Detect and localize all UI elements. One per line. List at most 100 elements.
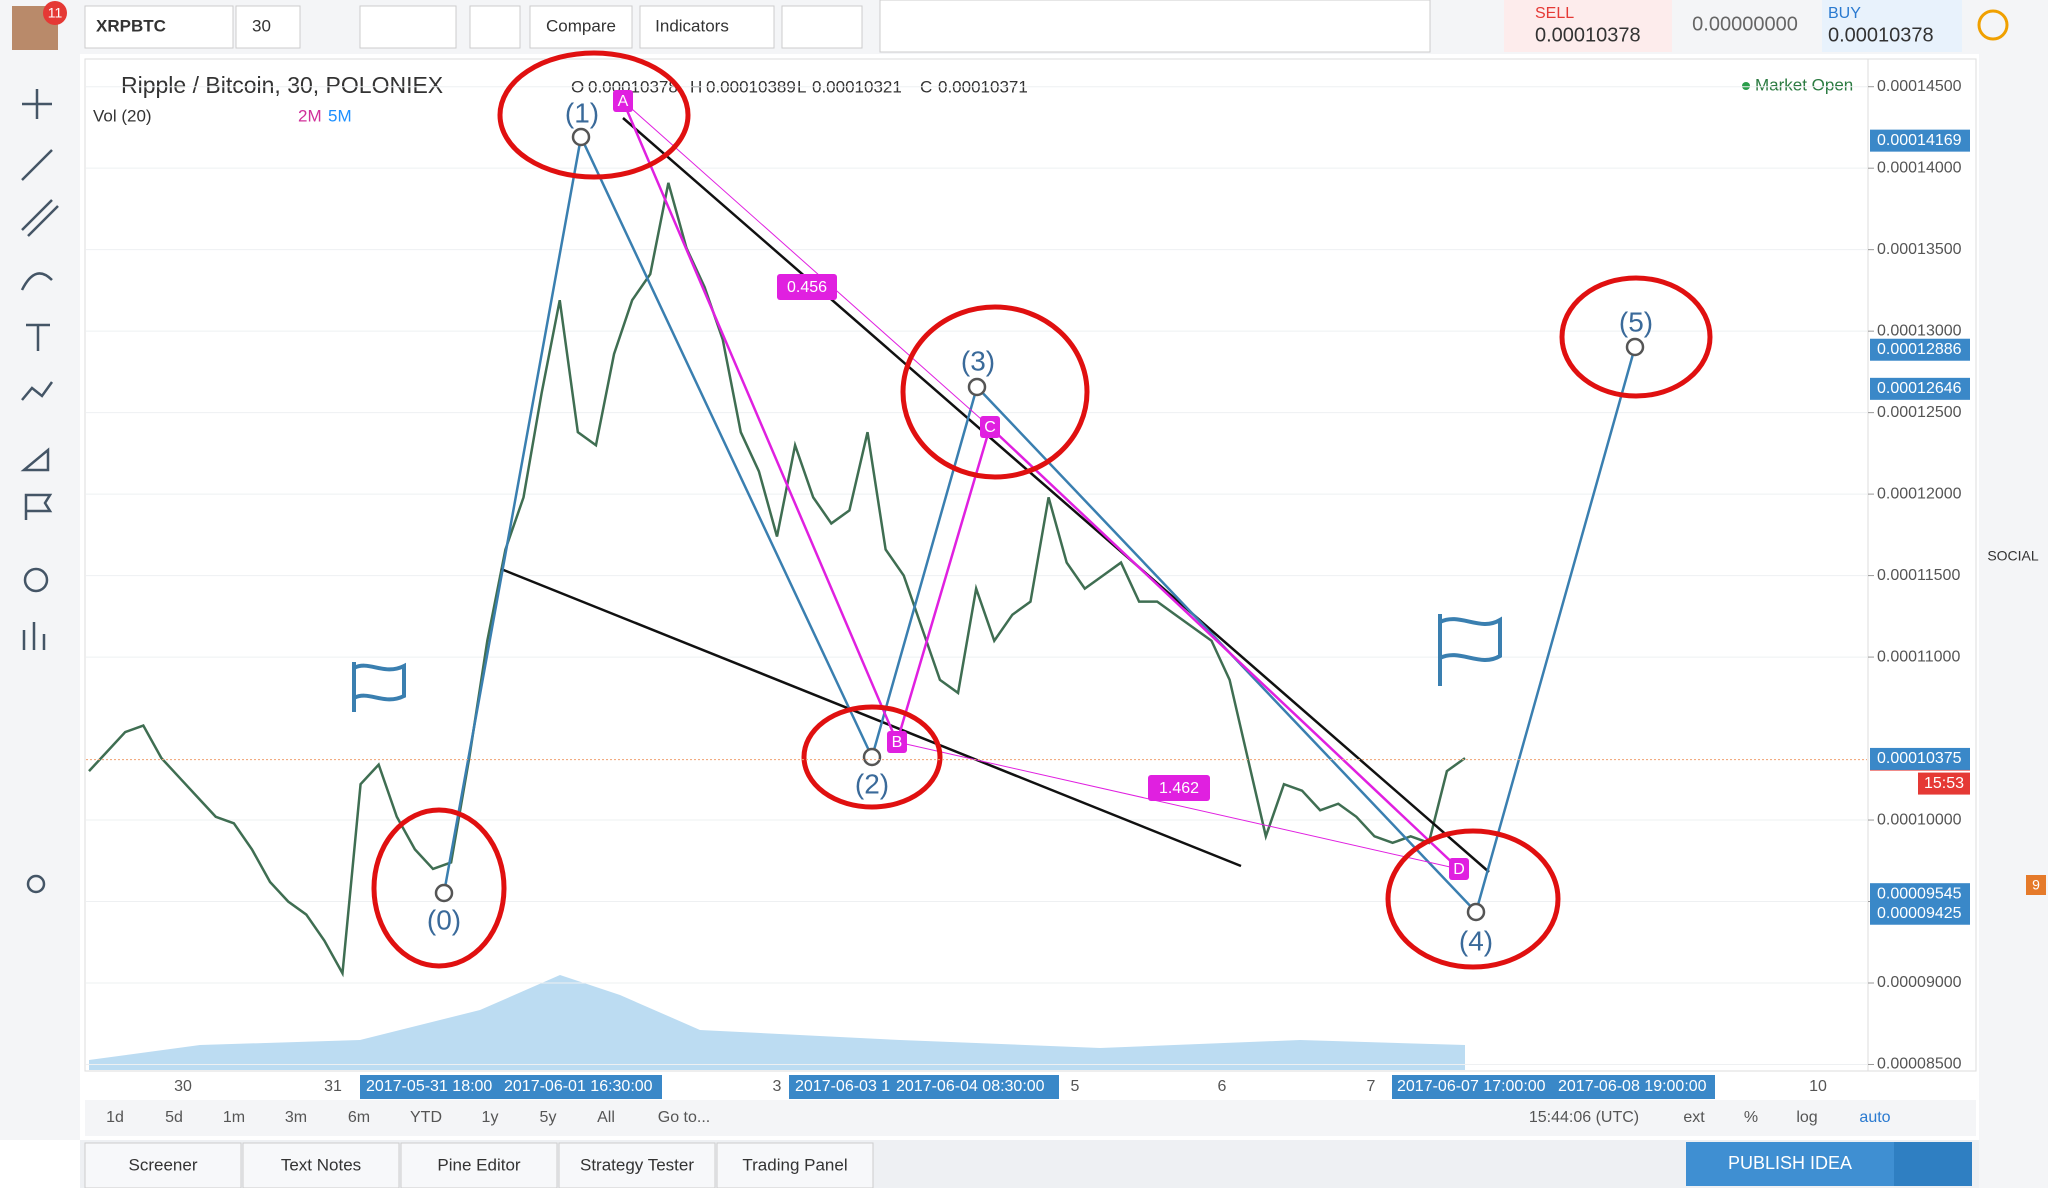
tab-label: Trading Panel (742, 1155, 847, 1174)
wave-label: (4) (1459, 925, 1493, 956)
pattern-ratio-line (896, 741, 1460, 870)
alerts-button[interactable] (781, 5, 863, 49)
ratio-label: 0.456 (787, 279, 827, 296)
wave-path (442, 132, 1637, 915)
price-mark-label: 0.00012886 (1877, 341, 1962, 358)
price-mark-label: 0.00010375 (1877, 750, 1962, 767)
wave-points (434, 127, 1645, 922)
sell-label: SELL (1535, 5, 1574, 22)
compare-label: Compare (546, 16, 616, 35)
range-button[interactable]: 3m (285, 1109, 307, 1126)
tab[interactable] (716, 1142, 874, 1189)
volume-area (89, 975, 1465, 1070)
interval: 30 (252, 16, 271, 35)
wave-label: (1) (565, 97, 599, 128)
x-highlight (789, 1075, 1059, 1099)
vol-5m: 5M (328, 106, 352, 125)
range-button[interactable]: All (597, 1109, 615, 1126)
x-tick-label: 6 (1218, 1078, 1227, 1095)
trend-line (622, 117, 1490, 873)
ratio-label: 1.462 (1159, 780, 1199, 797)
chart-style[interactable] (359, 5, 457, 49)
price-mark-label: 0.00009425 (1877, 905, 1962, 922)
badge (43, 1, 67, 25)
pattern-label: A (618, 93, 629, 110)
flags (352, 614, 1502, 712)
x-highlight-label: 2017-06-08 19:00:00 (1558, 1078, 1707, 1095)
publish-button[interactable] (1686, 1142, 1894, 1186)
settings[interactable] (469, 5, 521, 49)
price-mark-label: 0.00014169 (1877, 132, 1962, 149)
range-button[interactable]: 1y (482, 1109, 499, 1126)
indicators-button[interactable] (639, 5, 775, 49)
x-highlight-label: 2017-05-31 18:00 (366, 1078, 492, 1095)
tab[interactable] (84, 1142, 242, 1189)
social-label: SOCIAL (1987, 548, 2039, 564)
left-toolbar (0, 54, 80, 1140)
vol-2m: 2M (298, 106, 322, 125)
pattern-label: D (1453, 861, 1465, 878)
tab-label: Screener (129, 1155, 198, 1174)
interval-box[interactable] (235, 5, 301, 49)
range-log[interactable]: log (1796, 1109, 1817, 1126)
legend-title: Ripple / Bitcoin, 30, POLONIEX (121, 72, 443, 98)
price-mark-label: 0.00012646 (1877, 380, 1962, 397)
tab[interactable] (242, 1142, 400, 1189)
tab[interactable] (400, 1142, 558, 1189)
symbol-box[interactable] (84, 5, 234, 49)
price-series (86, 86, 1867, 1065)
y-tick-label: 0.00012500 (1877, 404, 1962, 421)
wave-label: (0) (427, 904, 461, 935)
pattern-label: C (984, 419, 996, 436)
range-ext[interactable]: ext (1683, 1109, 1705, 1126)
drawing-toolbar (879, 0, 1431, 53)
x-highlight-label: 2017-06-04 08:30:00 (896, 1078, 1045, 1095)
y-tick-label: 0.00014500 (1877, 78, 1962, 95)
range-button[interactable]: 1d (106, 1109, 124, 1126)
tool-icons (20, 89, 59, 894)
x-tick-label: 3 (773, 1078, 782, 1095)
range-button[interactable]: 6m (348, 1109, 370, 1126)
y-tick-label: 0.00013500 (1877, 241, 1962, 258)
sell-price: 0.00010378 (1535, 24, 1641, 46)
x-highlight (360, 1075, 662, 1099)
right-sidebar (1979, 54, 2048, 1188)
range-button[interactable]: YTD (410, 1109, 442, 1126)
y-tick-label: 0.00014000 (1877, 159, 1962, 176)
price-mark-label: 0.00009545 (1877, 885, 1962, 902)
indicators-label: Indicators (655, 16, 729, 35)
range-button[interactable]: 1m (223, 1109, 245, 1126)
range-auto[interactable]: auto (1859, 1109, 1890, 1126)
tab[interactable] (558, 1142, 716, 1189)
countdown-box (1918, 772, 1970, 795)
compare-button[interactable] (529, 5, 633, 49)
sell-box[interactable] (1504, 0, 1672, 52)
trend-line (500, 567, 1242, 868)
info-icon[interactable] (1977, 9, 2009, 41)
more-button[interactable] (1894, 1142, 1972, 1186)
buy-label: BUY (1828, 5, 1861, 22)
x-tick-label: 31 (324, 1078, 342, 1095)
badge-count: 11 (48, 5, 63, 21)
range-button[interactable]: 5y (540, 1109, 557, 1126)
x-tick-label: 7 (1367, 1078, 1376, 1095)
price-mark-box (1870, 747, 1970, 770)
range-percent[interactable]: % (1744, 1109, 1758, 1126)
y-tick-label: 0.00010000 (1877, 811, 1962, 828)
x-tick-label: 5 (1071, 1078, 1080, 1095)
buy-price: 0.00010378 (1828, 24, 1934, 46)
price-mark-box (1870, 338, 1970, 361)
market-status: Market Open (1755, 75, 1853, 94)
status-dot (1742, 82, 1750, 90)
wave-label: (3) (961, 345, 995, 376)
range-clock[interactable]: 15:44:06 (UTC) (1529, 1109, 1639, 1126)
range-button[interactable]: 5d (165, 1109, 183, 1126)
hand-circles (371, 50, 1713, 970)
pattern-boxes (613, 90, 1469, 880)
buy-box[interactable] (1822, 0, 1962, 52)
y-tick-label: 0.00008500 (1877, 1056, 1962, 1073)
chart-pane (84, 58, 1869, 1072)
x-highlight-label: 2017-06-07 17:00:00 (1397, 1078, 1546, 1095)
range-goto[interactable]: Go to... (658, 1109, 710, 1126)
